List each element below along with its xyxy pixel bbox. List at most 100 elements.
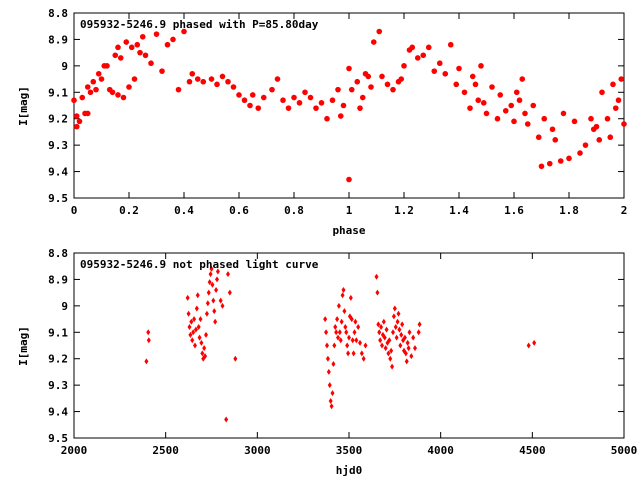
data-point xyxy=(84,110,91,117)
x-axis-label-unphased: hjd0 xyxy=(336,464,363,477)
data-point xyxy=(347,334,351,341)
data-point xyxy=(381,318,386,325)
data-point xyxy=(194,76,201,82)
data-point xyxy=(475,97,482,104)
data-point xyxy=(225,78,231,85)
data-point xyxy=(610,81,616,88)
data-point xyxy=(358,339,362,346)
x-tick-label: 1.6 xyxy=(504,204,524,217)
data-point xyxy=(508,102,515,109)
data-point xyxy=(346,65,352,72)
x-tick-label: 4000 xyxy=(427,444,454,457)
data-point xyxy=(95,70,102,77)
data-point xyxy=(206,289,211,296)
y-tick-label: 9.3 xyxy=(48,139,68,152)
data-point xyxy=(389,347,394,354)
data-point xyxy=(357,105,363,111)
data-point xyxy=(120,94,127,101)
data-point xyxy=(337,113,344,119)
data-point xyxy=(386,350,391,357)
data-point xyxy=(390,86,396,93)
data-point xyxy=(326,368,331,375)
data-point xyxy=(236,92,242,98)
data-point xyxy=(442,70,449,77)
data-point xyxy=(164,41,171,48)
data-point xyxy=(334,329,339,336)
data-point xyxy=(524,121,531,127)
data-point xyxy=(126,84,132,90)
data-point xyxy=(502,107,509,114)
y-axis-label-unphased: I[mag] xyxy=(17,326,30,366)
data-point xyxy=(346,176,352,183)
data-point xyxy=(375,289,380,296)
data-point xyxy=(549,126,556,133)
data-point xyxy=(354,78,361,85)
data-point xyxy=(431,68,438,74)
data-point xyxy=(494,115,501,122)
data-point xyxy=(391,313,396,320)
data-point xyxy=(202,345,207,352)
data-point xyxy=(560,110,567,117)
data-point xyxy=(199,339,204,346)
data-point xyxy=(134,41,141,48)
data-point xyxy=(406,345,411,352)
data-point xyxy=(596,137,603,143)
data-point xyxy=(325,355,330,362)
data-point xyxy=(532,339,537,346)
data-point xyxy=(374,273,379,280)
x-tick-label: 0 xyxy=(71,204,78,217)
data-point xyxy=(175,86,182,93)
x-tick-label: 3500 xyxy=(336,444,363,457)
data-point xyxy=(522,110,528,117)
data-point xyxy=(214,81,220,88)
data-point xyxy=(411,334,416,341)
data-point xyxy=(395,318,400,325)
data-point xyxy=(115,92,121,98)
data-point xyxy=(571,118,578,125)
data-point xyxy=(189,318,194,325)
data-point xyxy=(323,316,328,323)
data-point xyxy=(79,94,86,101)
data-point xyxy=(516,97,523,104)
data-point xyxy=(203,353,208,360)
data-point xyxy=(436,60,443,67)
data-point xyxy=(146,337,151,344)
data-point xyxy=(368,84,374,90)
data-point xyxy=(307,94,314,101)
data-point xyxy=(577,150,583,156)
data-point xyxy=(200,78,207,85)
data-point xyxy=(530,102,537,109)
data-point xyxy=(98,76,105,82)
data-point xyxy=(209,265,214,272)
data-point xyxy=(189,70,196,77)
data-point xyxy=(186,310,191,317)
data-point xyxy=(318,100,325,106)
data-point xyxy=(335,86,341,93)
data-point xyxy=(359,350,364,357)
data-point xyxy=(192,316,197,323)
data-point xyxy=(137,49,143,56)
y-tick-label: 9.2 xyxy=(48,113,68,126)
y-tick-label: 8.8 xyxy=(48,247,68,260)
data-point xyxy=(302,89,308,96)
data-point xyxy=(447,41,454,48)
data-point xyxy=(188,331,193,338)
x-tick-label: 0.8 xyxy=(284,204,304,217)
data-point xyxy=(409,353,414,360)
data-point xyxy=(331,361,336,367)
data-point xyxy=(342,308,347,315)
data-point xyxy=(187,324,192,330)
data-point xyxy=(280,97,286,104)
data-point xyxy=(213,318,218,325)
data-point xyxy=(210,281,215,288)
data-point xyxy=(313,105,319,111)
data-point xyxy=(467,105,473,111)
data-point xyxy=(566,155,572,162)
data-point xyxy=(413,345,417,352)
data-point xyxy=(618,76,625,82)
data-point xyxy=(607,134,614,141)
data-point xyxy=(324,329,329,336)
data-point xyxy=(414,55,421,61)
data-point xyxy=(73,123,80,130)
